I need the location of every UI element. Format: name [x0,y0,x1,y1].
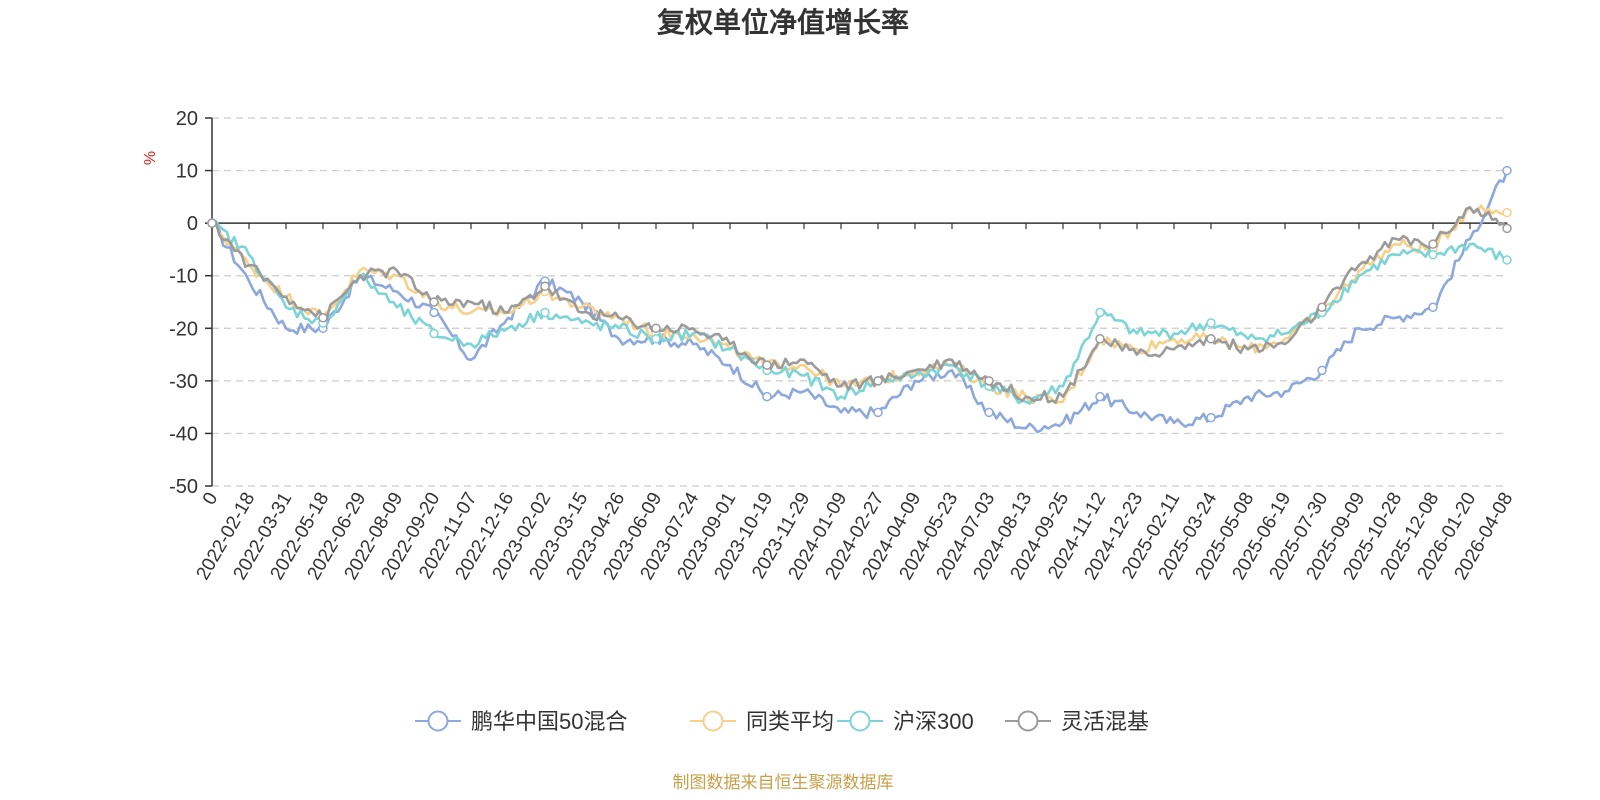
series-point [540,307,550,318]
x-tick-labels: 02022-02-182022-03-312022-05-182022-06-2… [193,489,1518,584]
series-point [1428,239,1438,249]
series-point [762,360,772,370]
chart-title: 复权单位净值增长率 [657,6,909,38]
series-point [873,407,883,418]
series-point [1095,307,1105,318]
y-tick-label: -20 [169,318,198,340]
series-point [207,218,217,228]
series-point [1502,165,1512,176]
y-axis-unit-label: % [142,151,159,165]
y-tick-label: -40 [169,423,198,445]
series-point [1317,365,1327,376]
legend-item[interactable]: 沪深300 [837,709,974,734]
series-point [873,376,883,386]
series-point [651,334,661,344]
series-point [1206,334,1216,344]
legend-label: 同类平均 [746,709,834,734]
y-tick-label: 0 [187,213,198,235]
series-lines [207,165,1512,434]
series-point [1206,318,1216,328]
y-tick-label: 10 [176,161,198,183]
legend-marker [1017,710,1039,732]
legend-label: 鹏华中国50混合 [471,709,627,734]
legend-marker [427,710,449,732]
legend-item[interactable]: 鹏华中国50混合 [415,709,627,734]
series-point [1095,391,1105,402]
series-point [1095,334,1105,344]
series-point [984,407,994,418]
grid-lines [212,117,1507,487]
series-point [540,281,550,291]
legend-marker [702,710,724,732]
series-point [1206,412,1216,423]
y-tick-label: 20 [176,108,198,130]
source-note: 制图数据来自恒生聚源数据库 [673,773,894,792]
series-point [318,313,328,323]
legend-item[interactable]: 灵活混基 [1005,709,1149,734]
legend-marker [849,710,871,732]
series-point [1502,207,1512,218]
legend-label: 灵活混基 [1061,709,1149,734]
series-line [211,219,1508,405]
series-point [1428,249,1438,260]
x-tick-label: 0 [199,489,222,509]
y-tick-label: -50 [169,476,198,498]
y-tick-label: -30 [169,371,198,393]
series-point [1502,223,1512,234]
series-line [211,206,1509,404]
y-tick-label: -10 [169,266,198,288]
series-point [651,323,661,334]
series-point [1428,302,1438,313]
y-tick-labels: 20 10 0 -10 -20 -30 -40 -50 [169,108,198,498]
series-point [984,376,994,386]
axes [205,117,1508,487]
series-line [211,170,1509,434]
legend-label: 沪深300 [893,709,974,734]
series-point [1317,302,1327,313]
series-point [429,328,439,339]
series-line [211,204,1508,405]
legend-item[interactable]: 同类平均 [690,709,834,734]
legend[interactable]: 鹏华中国50混合 同类平均 沪深300 灵活混基 [415,709,1149,734]
series-point [1502,255,1512,265]
series-point [762,391,772,402]
series-point [429,307,439,318]
series-point [429,297,439,307]
